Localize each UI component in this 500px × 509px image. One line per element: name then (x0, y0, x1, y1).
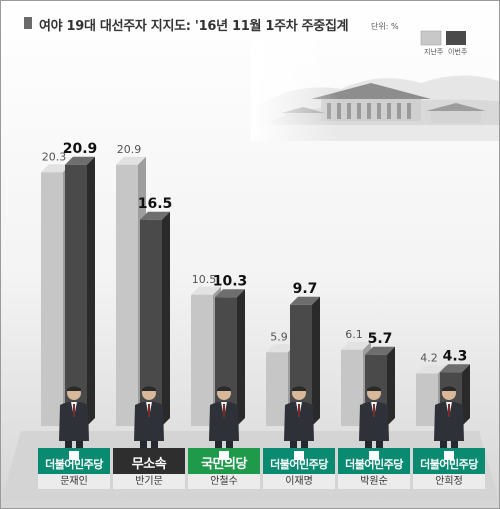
value-label-this-0: 20.9 (63, 141, 98, 157)
bar-prev-1-top (116, 156, 146, 165)
party-badge-5: 더불어민주당 (413, 448, 485, 474)
bar-this-3-side (312, 296, 320, 426)
party-name: 더불어민주당 (420, 458, 478, 471)
bar-this-0-front (65, 164, 87, 426)
bar-prev-3-top (266, 344, 296, 353)
bars-layer (41, 156, 470, 426)
bar-this-5-top (440, 364, 470, 373)
party-name: 무소속 (131, 457, 167, 472)
party-name: 더불어민주당 (45, 458, 103, 471)
party-badge-1: 무소속 (113, 448, 185, 474)
value-label-prev-2: 10.5 (192, 273, 217, 286)
legend-label-prev: 지난주 (424, 47, 444, 56)
bar-this-4-side (387, 346, 395, 426)
party-logo-icon (69, 451, 79, 460)
value-labels-layer: 20.320.9 20.916.510.510.35.99.76.1 5.74.2 4… (42, 141, 468, 365)
bar-this-5-side (462, 364, 470, 426)
legend-label-this: 이번주 (448, 47, 468, 56)
title-bullet-icon (24, 17, 32, 29)
bar-prev-3-front (266, 352, 288, 426)
legend-swatch-prev (420, 30, 442, 46)
bar-prev-5-top (416, 365, 446, 374)
bar-this-0-top (65, 156, 95, 165)
value-label-this-5: 4.3 (443, 348, 468, 364)
blue-house-illustration (251, 41, 499, 141)
value-label-this-2: 10.3 (213, 273, 248, 289)
candidate-name-1: 반기문 (113, 474, 185, 489)
candidate-name-5: 안희정 (413, 474, 485, 489)
legend-swatch-this (446, 31, 466, 45)
value-label-prev-1: 20.9 (117, 143, 142, 156)
candidate-name-0: 문재인 (38, 474, 110, 489)
party-badge-2: 국민의당 (188, 448, 260, 474)
value-label-this-3: 9.7 (293, 281, 318, 297)
bar-this-1-front (140, 219, 162, 426)
bar-this-0 (65, 156, 95, 426)
candidate-name-4: 박원순 (338, 474, 410, 489)
bar-prev-2-front (191, 294, 213, 426)
value-label-prev-5: 4.2 (420, 352, 438, 365)
candidate-name-3: 이재명 (263, 474, 335, 489)
bar-prev-0-top (41, 164, 71, 173)
bar-this-4-top (365, 346, 395, 355)
party-badge-0: 더불어민주당 (38, 448, 110, 474)
bar-prev-0-front (41, 172, 63, 426)
bar-this-1-side (162, 211, 170, 426)
bar-this-2-top (215, 289, 245, 298)
value-label-prev-0: 20.3 (42, 150, 67, 163)
title-bar: 여야 19대 대선주자 지지도: '16년 11월 1주차 주중집계 단위: % (1, 1, 499, 47)
party-badge-4: 더불어민주당 (338, 448, 410, 474)
legend: 지난주 이번주 (420, 30, 468, 56)
party-name: 더불어민주당 (345, 458, 403, 471)
bar-prev-4-front (341, 349, 363, 426)
bar-prev-4-top (341, 341, 371, 350)
party-logo-icon (219, 451, 229, 460)
value-label-this-4: 5.7 (368, 331, 393, 347)
value-label-this-1: 16.5 (138, 196, 173, 212)
party-logo-icon (294, 451, 304, 460)
bar-this-2-side (237, 289, 245, 426)
candidate-photo-1 (131, 383, 167, 459)
party-badge-3: 더불어민주당 (263, 448, 335, 474)
party-logo-icon (444, 451, 454, 460)
bar-prev-2-top (191, 286, 221, 295)
candidate-name-2: 안철수 (188, 474, 260, 489)
bar-this-3-top (290, 296, 320, 305)
bar-prev-1-front (116, 164, 138, 426)
bar-this-1 (140, 211, 170, 426)
bar-prev-5-front (416, 373, 438, 426)
party-name: 더불어민주당 (270, 458, 328, 471)
party-logo-icon (369, 451, 379, 460)
party-name: 국민의당 (201, 457, 247, 472)
unit-label: 단위: % (371, 22, 399, 31)
bar-this-1-top (140, 211, 170, 220)
value-label-prev-4: 6.1 (345, 328, 363, 341)
value-label-prev-3: 5.9 (270, 330, 288, 343)
bar-this-0-side (87, 156, 95, 426)
chart-title: 여야 19대 대선주자 지지도: '16년 11월 1주차 주중집계 (39, 19, 349, 34)
